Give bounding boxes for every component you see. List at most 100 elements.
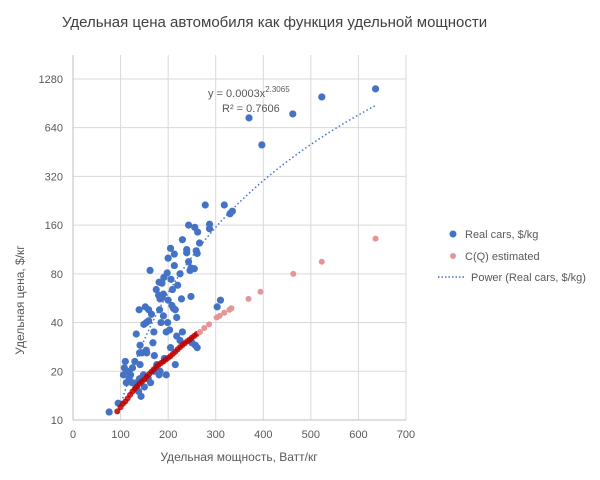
real-car-point <box>150 328 158 336</box>
y-tick-label: 40 <box>51 318 63 330</box>
real-car-point <box>164 318 172 327</box>
real-car-point <box>105 408 113 416</box>
real-car-point <box>131 357 139 366</box>
real-car-point <box>216 296 225 304</box>
y-tick-label: 10 <box>51 415 63 427</box>
real-car-point <box>170 261 178 270</box>
x-axis-label: Удельная мощность, Ватт/кг <box>160 450 318 464</box>
real-car-point <box>205 225 214 233</box>
x-tick-label: 500 <box>302 429 320 441</box>
real-car-point <box>171 306 179 314</box>
real-car-point <box>183 249 191 257</box>
real-car-point <box>136 341 144 349</box>
real-car-point <box>201 201 209 209</box>
legend: Real cars, $/kg C(Q) estimated Power (Re… <box>438 229 586 284</box>
real-car-point <box>164 296 172 304</box>
estimated-point <box>201 325 208 332</box>
y-tick-label: 1280 <box>39 74 63 86</box>
y-tick-label: 640 <box>45 123 63 135</box>
real-car-point <box>258 141 266 149</box>
trendline <box>117 105 376 414</box>
r-squared-text: R² = 0.7606 <box>222 103 280 115</box>
real-car-point <box>184 258 193 266</box>
real-car-point <box>168 285 177 294</box>
trendline-path <box>117 105 376 414</box>
estimated-point <box>216 312 223 319</box>
real-car-point <box>160 273 168 282</box>
real-car-point <box>149 339 157 347</box>
real-car-point <box>165 326 174 334</box>
real-car-point <box>128 364 137 372</box>
real-car-point <box>226 210 234 218</box>
real-car-point <box>136 349 144 357</box>
legend-label-trendline: Power (Real cars, $/kg) <box>471 272 586 284</box>
real-car-point <box>158 279 166 287</box>
real-car-point <box>184 221 193 229</box>
estimated-point <box>221 309 228 316</box>
x-tick-label: 600 <box>349 429 367 441</box>
real-car-point <box>120 364 128 372</box>
real-car-point <box>162 371 170 379</box>
real-car-point <box>318 93 326 101</box>
real-car-point <box>220 201 228 209</box>
x-axis-ticks: 0 100 200 300 400 500 600 700 <box>70 429 415 441</box>
x-tick-label: 700 <box>397 429 415 441</box>
real-car-point <box>159 290 167 298</box>
real-car-point <box>121 357 129 366</box>
real-car-point <box>152 285 160 294</box>
real-car-point <box>187 292 195 301</box>
real-car-point <box>147 310 156 318</box>
real-car-point <box>136 360 144 369</box>
real-car-point <box>173 313 181 322</box>
y-tick-label: 20 <box>51 366 63 378</box>
real-car-point <box>171 360 179 369</box>
real-car-point <box>170 250 178 258</box>
y-tick-label: 80 <box>51 269 63 281</box>
data-points <box>105 85 380 416</box>
legend-marker-real-cars <box>449 230 457 238</box>
real-car-point <box>125 375 133 383</box>
x-tick-label: 400 <box>254 429 272 441</box>
chart-title: Удельная цена автомобиля как функция уде… <box>62 14 487 31</box>
real-car-point <box>140 383 148 391</box>
y-axis-label: Удельная цена, $/кг <box>13 245 27 355</box>
real-car-point <box>193 249 201 258</box>
real-car-point <box>245 114 253 122</box>
legend-marker-estimated <box>450 253 456 259</box>
real-car-point <box>155 306 164 314</box>
real-car-point <box>213 303 221 311</box>
real-car-point <box>167 275 175 283</box>
trendline-equation: y = 0.0003x2.3065 R² = 0.7606 <box>208 85 290 115</box>
real-car-point <box>186 266 194 275</box>
legend-label-real-cars: Real cars, $/kg <box>465 229 538 241</box>
gridlines <box>72 55 407 421</box>
real-car-point <box>371 85 380 93</box>
real-car-point <box>166 244 175 252</box>
x-tick-label: 200 <box>159 429 177 441</box>
equation-prefix: y = 0.0003x <box>208 88 266 100</box>
estimated-point <box>206 321 213 328</box>
real-car-point <box>157 318 165 327</box>
x-tick-label: 100 <box>111 429 129 441</box>
real-car-point <box>146 266 154 275</box>
real-car-point <box>174 281 182 289</box>
real-car-point <box>159 312 167 320</box>
x-tick-label: 300 <box>207 429 225 441</box>
y-tick-label: 160 <box>45 220 63 232</box>
real-car-point <box>178 236 187 244</box>
estimated-point <box>197 328 204 335</box>
real-car-point <box>176 270 184 278</box>
real-car-point <box>164 254 172 262</box>
x-tick-label: 0 <box>70 429 76 441</box>
real-car-point <box>137 392 145 400</box>
real-car-point <box>193 344 201 352</box>
real-car-point <box>150 351 158 360</box>
real-car-point <box>132 330 140 338</box>
y-tick-label: 320 <box>45 171 63 183</box>
estimated-point <box>318 258 325 265</box>
real-car-point <box>156 367 164 375</box>
real-car-point <box>194 228 202 236</box>
y-axis-ticks: 10 20 40 80 160 320 640 1280 <box>39 74 63 427</box>
